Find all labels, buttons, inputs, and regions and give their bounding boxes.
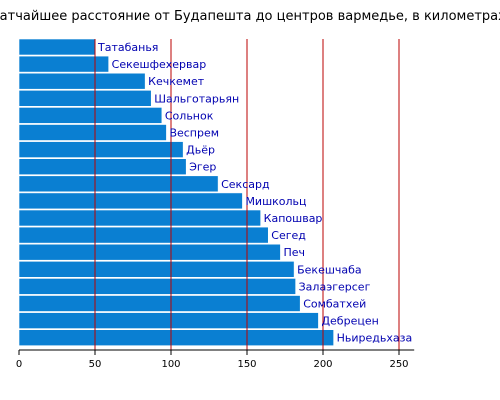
bar xyxy=(18,107,163,124)
bar-label: Эгер xyxy=(189,161,216,174)
bar-label: Сексард xyxy=(221,178,270,191)
bar xyxy=(18,90,152,107)
bar-label: Печ xyxy=(283,246,305,259)
bar-label: Веспрем xyxy=(169,127,219,140)
bar xyxy=(18,192,243,210)
bar xyxy=(18,141,184,158)
bars-group xyxy=(18,38,334,347)
bar-label: Мишкольц xyxy=(245,195,306,208)
bar-label: Дьёр xyxy=(186,144,215,157)
x-tick-label: 250 xyxy=(389,359,408,370)
bar xyxy=(18,55,109,73)
bar-labels-group: Татабанья Секешфехервар Кечкемет Шальготарь… xyxy=(97,41,412,345)
bar xyxy=(18,226,269,244)
gridlines-group xyxy=(94,39,400,350)
bar xyxy=(18,312,319,329)
bar-label: Сегед xyxy=(271,229,306,242)
bar-label: Бекешчаба xyxy=(297,263,362,276)
x-tick-label: 100 xyxy=(161,359,180,370)
x-axis: 0 50 100 150 200 250 xyxy=(16,349,415,370)
bar-label: Шальготарьян xyxy=(154,92,239,105)
bar xyxy=(18,175,219,193)
x-tick-label: 150 xyxy=(237,359,256,370)
bar-label: Сомбатхей xyxy=(303,298,366,311)
bar xyxy=(18,158,187,175)
bar-label: Залаэгерсег xyxy=(299,280,371,293)
bar xyxy=(18,72,146,90)
bar-label: Кечкемет xyxy=(148,75,205,88)
bar xyxy=(18,278,296,295)
bar xyxy=(18,329,334,347)
x-tick-label: 200 xyxy=(313,359,332,370)
x-tick-label: 0 xyxy=(16,359,22,370)
bar xyxy=(18,38,96,56)
bar-label: Секешфехервар xyxy=(112,58,207,71)
chart-title: Кратчайшее расстояние от Будапешта до це… xyxy=(0,9,500,24)
bar xyxy=(18,209,261,227)
bar xyxy=(18,124,167,141)
bar xyxy=(18,295,301,312)
bar-label: Сольнок xyxy=(165,109,214,122)
bar-label: Татабанья xyxy=(97,41,158,54)
bar-label: Ньиредьхаза xyxy=(337,332,413,345)
x-tick-label: 50 xyxy=(89,359,102,370)
bar-label: Капошвар xyxy=(264,212,323,225)
bar xyxy=(18,260,295,278)
bar xyxy=(18,243,281,261)
bar-label: Дебрецен xyxy=(321,315,378,328)
